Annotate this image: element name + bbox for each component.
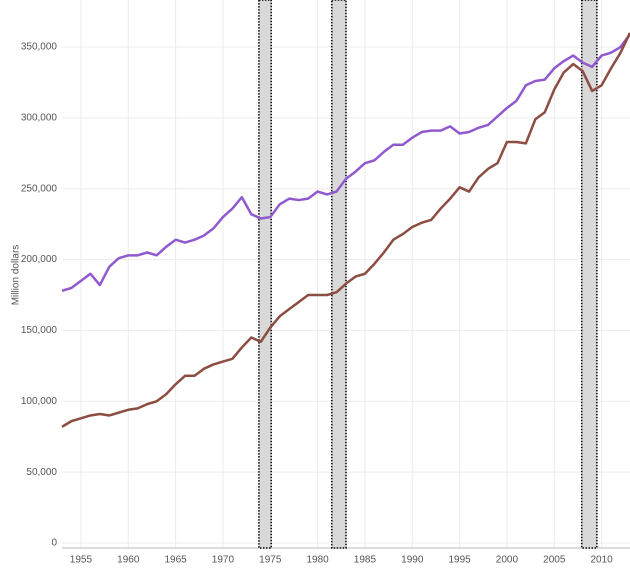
y-tick-label: 100,000 bbox=[21, 396, 58, 407]
x-tick-label: 1960 bbox=[117, 555, 140, 566]
x-tick-label: 1980 bbox=[306, 555, 329, 566]
series-line bbox=[61, 32, 630, 428]
y-tick-label: 200,000 bbox=[21, 254, 58, 265]
x-tick-label: 1970 bbox=[212, 555, 235, 566]
x-tick-label: 1990 bbox=[401, 555, 424, 566]
x-tick-label: 2000 bbox=[496, 555, 519, 566]
y-tick-label: 350,000 bbox=[21, 42, 58, 53]
series-line bbox=[61, 33, 630, 292]
x-tick-label: 1985 bbox=[354, 555, 377, 566]
y-tick-label: 250,000 bbox=[21, 183, 58, 194]
y-tick-label: 50,000 bbox=[26, 467, 57, 478]
x-tick-label: 1975 bbox=[259, 555, 282, 566]
x-tick-label: 2005 bbox=[543, 555, 566, 566]
recession-band bbox=[258, 0, 272, 549]
x-tick-label: 1955 bbox=[70, 555, 93, 566]
x-tick-label: 1965 bbox=[164, 555, 187, 566]
y-tick-label: 300,000 bbox=[21, 113, 58, 124]
recession-band bbox=[580, 0, 598, 549]
x-tick-label: 1995 bbox=[448, 555, 471, 566]
x-tick-label: 2010 bbox=[590, 555, 613, 566]
y-tick-label: 150,000 bbox=[21, 325, 58, 336]
y-axis-label: Million dollars bbox=[11, 245, 22, 306]
recession-band bbox=[331, 0, 347, 549]
y-tick-label: 0 bbox=[51, 538, 57, 549]
